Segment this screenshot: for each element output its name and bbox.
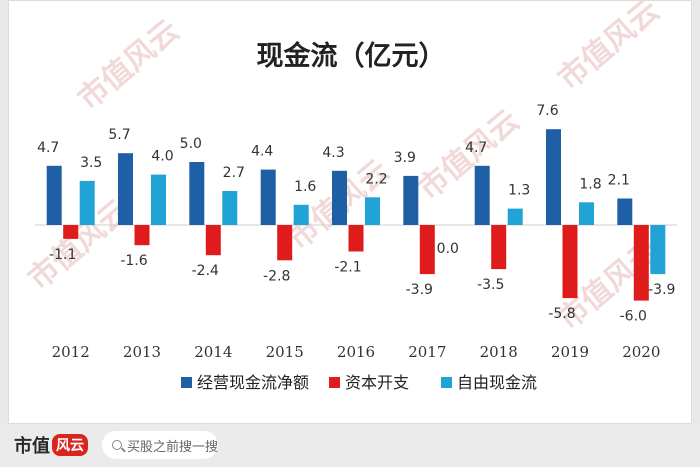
value-label-自由现金流-2012: 3.5	[80, 155, 102, 171]
value-label-经营现金流净额-2014: 5.0	[180, 136, 202, 152]
value-label-自由现金流-2013: 4.0	[151, 149, 173, 165]
bar-自由现金流-2019	[579, 202, 594, 225]
bar-资本开支-2014	[205, 225, 221, 256]
value-label-经营现金流净额-2018: 4.7	[465, 140, 487, 156]
value-labels-layer: 4.7 -1.1 3.5 5.7 -1.6 4.0 5.0 -2.4 2.7 4.4 -2.8 1.6…	[37, 103, 675, 324]
brand-logo[interactable]: 市值 风云	[14, 432, 88, 458]
value-label-资本开支-2017: -3.9	[406, 282, 433, 298]
value-label-资本开支-2016: -2.1	[334, 260, 361, 276]
bar-自由现金流-2018	[507, 208, 523, 225]
bar-资本开支-2012	[63, 225, 79, 239]
bar-经营现金流净额-2019	[546, 129, 561, 225]
value-label-经营现金流净额-2013: 5.7	[108, 127, 130, 143]
value-label-自由现金流-2015: 1.6	[294, 179, 316, 195]
value-label-资本开支-2014: -2.4	[192, 263, 219, 279]
value-label-自由现金流-2014: 2.7	[223, 165, 245, 181]
bar-经营现金流净额-2017	[403, 175, 419, 225]
bar-自由现金流-2014	[222, 191, 238, 225]
value-label-经营现金流净额-2012: 4.7	[37, 140, 59, 156]
bar-自由现金流-2013	[151, 174, 166, 225]
legend-label-自由现金流: 自由现金流	[457, 373, 537, 392]
x-tick-2020: 2020	[622, 343, 660, 361]
value-label-经营现金流净额-2015: 4.4	[251, 144, 273, 160]
legend-swatch-经营现金流净额	[181, 377, 192, 388]
bars-layer	[46, 129, 666, 301]
legend: 经营现金流净额 资本开支 自由现金流	[181, 373, 537, 392]
value-label-资本开支-2012: -1.1	[49, 247, 76, 263]
x-tick-2017: 2017	[408, 343, 446, 361]
value-label-资本开支-2018: -3.5	[477, 277, 504, 293]
legend-swatch-资本开支	[329, 377, 340, 388]
bar-自由现金流-2016	[365, 197, 380, 225]
bar-经营现金流净额-2018	[474, 165, 490, 225]
value-label-资本开支-2015: -2.8	[263, 268, 290, 284]
value-label-经营现金流净额-2020: 2.1	[608, 173, 630, 189]
bar-经营现金流净额-2020	[617, 198, 633, 225]
value-label-资本开支-2019: -5.8	[548, 306, 575, 322]
search-box[interactable]: 买股之前搜一搜	[102, 431, 218, 459]
watermark-text: 市值风云	[552, 1, 666, 97]
value-label-自由现金流-2020: -3.9	[648, 282, 675, 298]
brand-text: 市值	[14, 436, 50, 457]
bar-资本开支-2016	[348, 225, 364, 252]
bar-自由现金流-2020	[650, 225, 666, 275]
bar-经营现金流净额-2012	[46, 165, 62, 225]
value-label-自由现金流-2017: 0.0	[437, 241, 459, 257]
x-tick-2014: 2014	[194, 343, 232, 361]
legend-swatch-自由现金流	[441, 377, 452, 388]
x-axis-ticks: 2012 2013 2014 2015 2016 2017 2018 2019 2020	[52, 343, 661, 361]
search-placeholder: 买股之前搜一搜	[127, 439, 219, 455]
value-label-经营现金流净额-2016: 4.3	[322, 145, 344, 161]
bar-经营现金流净额-2013	[118, 153, 133, 225]
bar-资本开支-2018	[491, 225, 507, 270]
legend-label-经营现金流净额: 经营现金流净额	[197, 373, 309, 392]
x-tick-2019: 2019	[551, 343, 589, 361]
value-label-资本开支-2020: -6.0	[620, 309, 647, 325]
bar-自由现金流-2012	[79, 180, 95, 225]
x-tick-2018: 2018	[480, 343, 518, 361]
value-label-资本开支-2013: -1.6	[120, 253, 147, 269]
brand-mark: 风云	[52, 434, 88, 456]
x-tick-2016: 2016	[337, 343, 375, 361]
bar-经营现金流净额-2015	[260, 169, 276, 225]
bar-经营现金流净额-2014	[189, 162, 205, 225]
bar-资本开支-2020	[633, 225, 649, 301]
x-tick-2015: 2015	[266, 343, 304, 361]
bar-资本开支-2015	[277, 225, 293, 261]
bar-资本开支-2017	[419, 225, 435, 275]
chart-title: 现金流（亿元）	[257, 40, 446, 72]
value-label-经营现金流净额-2017: 3.9	[394, 150, 416, 166]
cash-flow-chart: 市值风云市值风云市值风云市值风云市值风云市值风云 现金流（亿元） 4.7-1.1…	[22, 1, 677, 392]
chart-card: 市值风云市值风云市值风云市值风云市值风云市值风云 现金流（亿元） 4.7-1.1…	[8, 0, 692, 424]
x-tick-2013: 2013	[123, 343, 161, 361]
bar-资本开支-2013	[134, 225, 150, 246]
x-tick-2012: 2012	[52, 343, 90, 361]
bar-经营现金流净额-2016	[332, 170, 347, 225]
footer-bar: 市值 风云 买股之前搜一搜	[0, 424, 700, 467]
value-label-自由现金流-2016: 2.2	[365, 171, 387, 187]
bar-资本开支-2019	[562, 225, 578, 299]
value-label-自由现金流-2018: 1.3	[508, 183, 530, 199]
legend-label-资本开支: 资本开支	[345, 373, 409, 392]
watermark-text: 市值风云	[72, 13, 186, 117]
value-label-自由现金流-2019: 1.8	[579, 176, 601, 192]
value-label-经营现金流净额-2019: 7.6	[536, 103, 558, 119]
search-icon	[112, 440, 122, 450]
bar-自由现金流-2015	[293, 204, 309, 225]
